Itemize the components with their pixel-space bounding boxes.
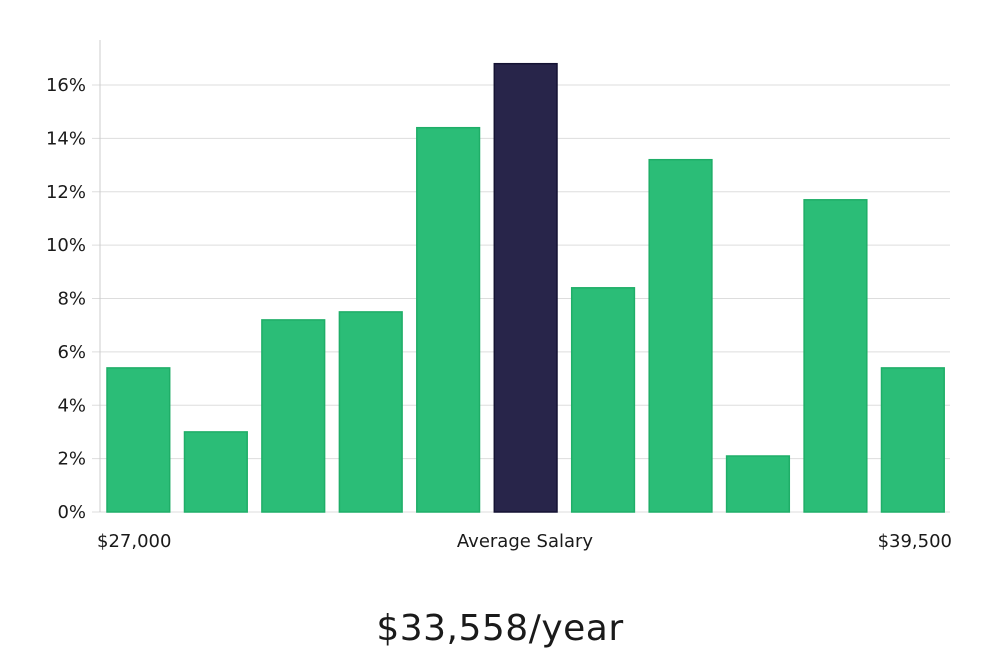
bar — [416, 126, 481, 513]
y-tick-label: 2% — [57, 449, 86, 470]
bar — [570, 287, 636, 513]
average-salary-value: $33,558/year — [376, 608, 624, 649]
x-label-min: $27,000 — [97, 531, 171, 552]
y-tick-label: 12% — [46, 182, 86, 203]
x-label-max: $39,500 — [878, 531, 952, 552]
bar — [183, 431, 248, 513]
y-axis-ticks: 0% 2% 4% 6% 8% 10% 12% 14% 16% — [46, 75, 86, 523]
x-label-center: Average Salary — [457, 531, 594, 552]
bar — [803, 199, 868, 513]
y-tick-label: 10% — [46, 235, 86, 256]
y-tick-label: 14% — [46, 128, 86, 149]
bar — [880, 367, 945, 513]
bar — [725, 455, 791, 513]
bar-average-highlight — [493, 62, 558, 513]
y-tick-label: 8% — [57, 289, 86, 310]
y-tick-label: 6% — [57, 342, 86, 363]
bars — [106, 62, 945, 513]
bar — [261, 319, 326, 513]
y-tick-label: 4% — [57, 395, 86, 416]
salary-histogram: 0% 2% 4% 6% 8% 10% 12% 14% 16% $27,000 Average S… — [46, 40, 952, 552]
bar — [338, 311, 403, 513]
bar — [106, 367, 171, 513]
bar — [648, 158, 713, 513]
y-tick-label: 16% — [46, 75, 86, 96]
y-tick-label: 0% — [57, 502, 86, 523]
